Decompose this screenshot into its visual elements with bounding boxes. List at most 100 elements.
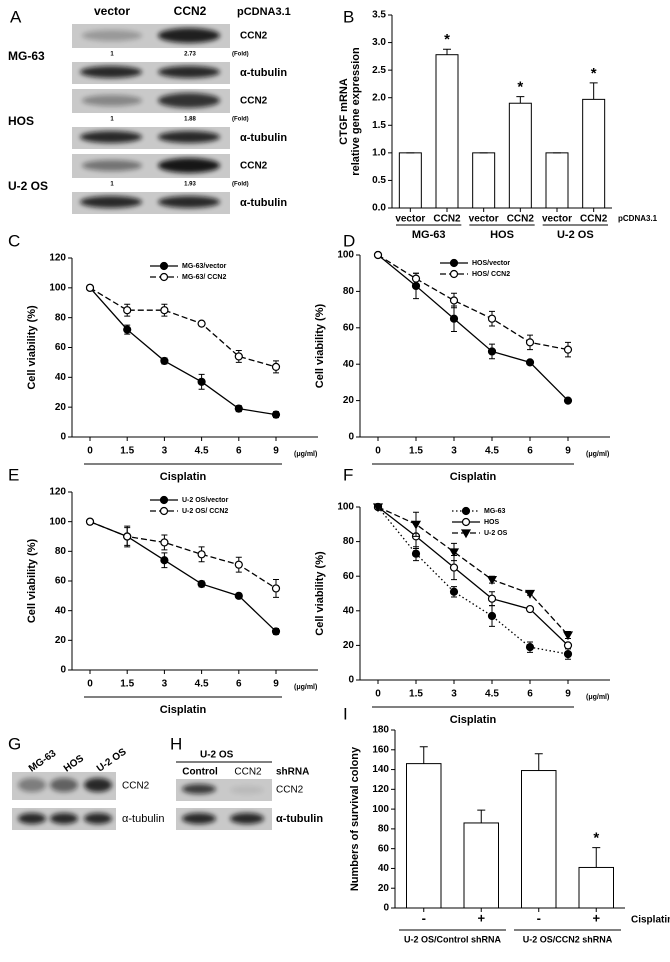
y-tick-label: 0.5 bbox=[372, 175, 386, 186]
y-tick-label: 40 bbox=[343, 359, 355, 370]
x-tick-label: 9 bbox=[565, 446, 571, 457]
y-tick-label: 40 bbox=[343, 605, 355, 616]
y-tick-label: 40 bbox=[378, 863, 390, 874]
significance-marker: * bbox=[517, 79, 523, 96]
marker bbox=[487, 611, 497, 621]
marker bbox=[460, 529, 472, 539]
fold-value: 1 bbox=[110, 52, 114, 58]
x-tick-label: 6 bbox=[527, 446, 533, 457]
y-tick-label: 1.5 bbox=[372, 120, 386, 131]
marker bbox=[449, 314, 459, 323]
x-tick-label: 4.5 bbox=[485, 689, 499, 700]
marker bbox=[525, 643, 535, 652]
x-axis-label: Cisplatin bbox=[160, 471, 207, 483]
x-unit: (μg/ml) bbox=[294, 684, 317, 691]
marker bbox=[449, 587, 459, 596]
marker bbox=[271, 410, 281, 419]
x-tick-label: 4.5 bbox=[195, 446, 209, 457]
marker bbox=[160, 556, 169, 565]
bar bbox=[582, 98, 606, 209]
marker bbox=[159, 506, 169, 516]
blot-band bbox=[158, 28, 220, 43]
blot-band bbox=[158, 196, 220, 208]
bar bbox=[578, 866, 614, 909]
y-tick-label: 60 bbox=[55, 576, 67, 587]
y-tick-label: 60 bbox=[343, 571, 355, 582]
y-tick-label: 0 bbox=[348, 432, 354, 443]
target-label: CCN2 bbox=[240, 31, 268, 42]
panel-letter: I bbox=[343, 704, 348, 723]
error-bar bbox=[589, 82, 598, 100]
bar bbox=[545, 152, 569, 209]
x-tick-label: vector bbox=[542, 214, 572, 225]
marker bbox=[411, 274, 421, 283]
y-tick-label: 80 bbox=[55, 546, 67, 557]
x-tick-label: CCN2 bbox=[433, 214, 461, 225]
error-bar bbox=[419, 746, 428, 764]
x-tick-label: 9 bbox=[565, 689, 571, 700]
cell-line-label: HOS bbox=[8, 114, 34, 128]
bar bbox=[508, 102, 532, 209]
x-tick-label: 6 bbox=[236, 446, 242, 457]
bar bbox=[398, 152, 422, 209]
legend-label: U-2 OS bbox=[484, 530, 508, 537]
lane-label: vector bbox=[94, 4, 130, 18]
cell-line-label: MG-63 bbox=[8, 49, 45, 63]
y-tick-label: 40 bbox=[55, 605, 67, 616]
control-label: α-tubulin bbox=[240, 67, 287, 79]
y-axis-label: Cell viability (%) bbox=[26, 305, 38, 390]
lane-label: CCN2 bbox=[174, 4, 207, 18]
fold-value: 1.88 bbox=[184, 117, 196, 123]
y-tick-label: 20 bbox=[343, 395, 355, 406]
series-line bbox=[377, 254, 569, 351]
x-tick-label: 1.5 bbox=[409, 689, 423, 700]
x-tick-label: 6 bbox=[236, 679, 242, 690]
blot-band bbox=[82, 95, 142, 106]
marker bbox=[271, 627, 281, 636]
series-line bbox=[377, 506, 569, 646]
y-tick-label: 100 bbox=[49, 282, 66, 293]
blot-band bbox=[50, 778, 78, 792]
blot-band bbox=[82, 30, 142, 41]
y-axis-label: Numbers of survival colony bbox=[349, 746, 361, 891]
y-axis-label: Cell viability (%) bbox=[314, 551, 326, 636]
target-label: CCN2 bbox=[240, 96, 268, 107]
group-label: U-2 OS bbox=[557, 229, 594, 241]
blot-band bbox=[18, 813, 46, 824]
x-unit: (μg/ml) bbox=[586, 451, 609, 458]
fold-unit: (Fold) bbox=[232, 182, 249, 188]
marker bbox=[461, 517, 471, 527]
fold-unit: (Fold) bbox=[232, 117, 249, 123]
fold-unit: (Fold) bbox=[232, 52, 249, 58]
legend-label: MG-63 bbox=[484, 508, 506, 515]
x-tick-label: 0 bbox=[375, 446, 381, 457]
marker bbox=[197, 550, 206, 559]
vector-label: pCDNA3.1 bbox=[237, 6, 291, 18]
blot-band bbox=[84, 778, 112, 792]
marker bbox=[487, 594, 497, 603]
marker bbox=[123, 306, 132, 315]
series-line bbox=[89, 521, 277, 632]
y-tick-label: 120 bbox=[372, 784, 389, 795]
marker bbox=[448, 548, 460, 558]
marker bbox=[486, 576, 498, 585]
y-tick-label: 100 bbox=[337, 250, 354, 261]
blot-band bbox=[84, 813, 112, 824]
marker bbox=[123, 532, 132, 541]
fold-value: 1 bbox=[110, 182, 114, 188]
y-tick-label: 180 bbox=[372, 725, 389, 736]
x-unit: (μg/ml) bbox=[586, 694, 609, 701]
x-axis-label: Cisplatin bbox=[450, 714, 497, 726]
marker bbox=[197, 377, 206, 386]
marker bbox=[524, 589, 536, 599]
lane-group-label: shRNA bbox=[276, 767, 309, 778]
y-tick-label: 80 bbox=[378, 824, 390, 835]
marker bbox=[487, 314, 497, 323]
fold-value: 1.93 bbox=[184, 182, 196, 188]
y-tick-label: 120 bbox=[49, 253, 66, 264]
y-tick-label: 0 bbox=[383, 903, 389, 914]
y-axis-label: CTGF mRNA bbox=[338, 78, 350, 145]
panel-letter: E bbox=[8, 465, 19, 484]
marker bbox=[160, 306, 169, 315]
marker bbox=[372, 503, 384, 513]
